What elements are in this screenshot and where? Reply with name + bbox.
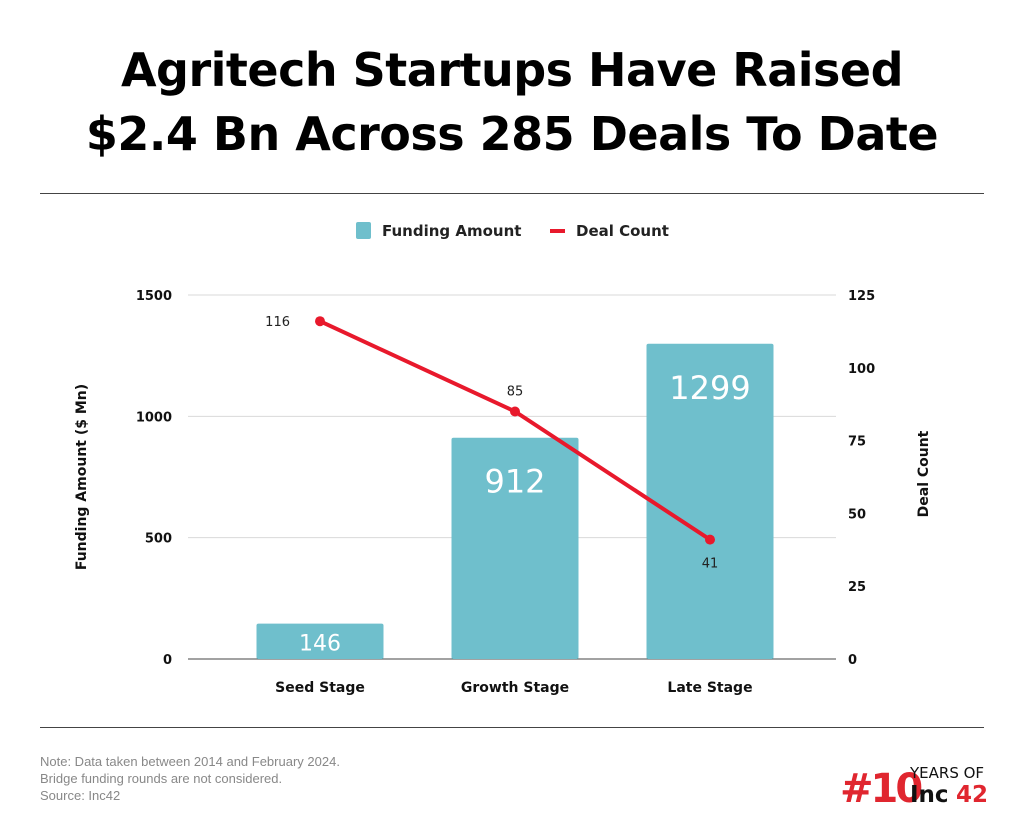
deal-count-point — [705, 534, 715, 545]
title-line-2: $2.4 Bn Across 285 Deals To Date — [85, 107, 939, 161]
legend-label-funding: Funding Amount — [382, 222, 521, 240]
logo-hash: #10 — [840, 766, 921, 806]
bar-value-label: 146 — [299, 632, 341, 657]
y-axis-label: Funding Amount ($ Mn) — [74, 384, 90, 570]
y2-tick-label: 50 — [848, 507, 866, 522]
y-tick-label: 500 — [145, 532, 172, 547]
note-line-1: Note: Data taken between 2014 and Februa… — [40, 754, 340, 769]
y2-tick-label: 125 — [848, 289, 875, 304]
footnote: Note: Data taken between 2014 and Februa… — [40, 753, 340, 804]
legend-swatch-funding — [356, 222, 371, 239]
deal-count-label: 41 — [702, 557, 719, 572]
deal-count-point — [510, 406, 520, 417]
y-tick-label: 1000 — [136, 410, 172, 425]
logo-brand-num: 42 — [956, 782, 988, 806]
legend: Funding Amount Deal Count — [356, 222, 669, 240]
x-tick-label: Seed Stage — [275, 680, 365, 696]
legend-label-deal: Deal Count — [576, 222, 669, 240]
chart-title: Agritech Startups Have Raised $2.4 Bn Ac… — [0, 38, 1024, 166]
deal-count-label: 116 — [265, 315, 290, 330]
bar-late-stage — [646, 343, 774, 659]
y2-tick-label: 100 — [848, 362, 875, 377]
y2-tick-label: 25 — [848, 580, 866, 595]
top-divider — [40, 193, 984, 194]
logo-brand: Inc — [910, 782, 949, 806]
inc42-logo: #10 YEARS OF Inc 42 — [840, 764, 988, 806]
y-tick-label: 0 — [163, 653, 172, 668]
deal-count-point — [315, 316, 325, 327]
note-line-2: Bridge funding rounds are not considered… — [40, 771, 283, 786]
deal-count-label: 85 — [507, 384, 524, 399]
bar-value-label: 1299 — [669, 369, 750, 407]
title-line-1: Agritech Startups Have Raised — [120, 43, 904, 97]
bar-growth-stage — [451, 437, 579, 659]
bar-seed-stage — [256, 623, 384, 659]
y2-tick-label: 75 — [848, 435, 866, 450]
y2-axis-label: Deal Count — [916, 430, 932, 517]
logo-years: YEARS OF — [909, 764, 984, 782]
y2-tick-label: 0 — [848, 653, 857, 668]
legend-swatch-deal — [550, 229, 565, 233]
note-line-3: Source: Inc42 — [40, 788, 121, 803]
x-tick-label: Late Stage — [667, 680, 752, 696]
y-tick-label: 1500 — [136, 289, 172, 304]
x-tick-label: Growth Stage — [461, 680, 569, 696]
bottom-divider — [40, 727, 984, 728]
bar-value-label: 912 — [484, 463, 545, 501]
